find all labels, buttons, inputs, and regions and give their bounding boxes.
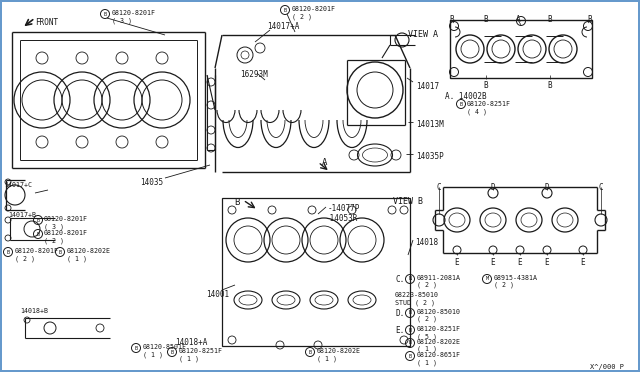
Text: 16293M: 16293M [240, 70, 268, 79]
Text: B: B [450, 15, 454, 24]
Text: M: M [485, 276, 488, 282]
Text: B: B [6, 250, 10, 254]
Text: VIEW A: VIEW A [408, 30, 438, 39]
Text: E: E [545, 258, 549, 267]
Text: 14017+C: 14017+C [4, 182, 32, 188]
Text: B: B [408, 327, 412, 333]
Bar [222, 198, 410, 346]
Text: B: B [484, 81, 488, 90]
Text: N: N [408, 276, 412, 282]
Text: 14018+B: 14018+B [20, 308, 48, 314]
Text: B: B [460, 102, 463, 106]
Text: D.: D. [395, 309, 404, 318]
Text: A. 14002B: A. 14002B [445, 92, 486, 101]
Text: 08120-8251F: 08120-8251F [179, 348, 223, 354]
Text: B: B [36, 218, 40, 222]
Text: 08120-8201F: 08120-8201F [44, 216, 88, 222]
Text: 14035P: 14035P [416, 152, 444, 161]
Text: ( 1 ): ( 1 ) [143, 351, 163, 357]
Text: FRONT: FRONT [35, 17, 58, 26]
Text: ( 1 ): ( 1 ) [67, 255, 87, 262]
Text: C.: C. [395, 275, 404, 284]
Text: 14018: 14018 [415, 238, 438, 247]
Text: 08120-8202E: 08120-8202E [317, 348, 361, 354]
Text: STUD ( 2 ): STUD ( 2 ) [395, 299, 435, 305]
Text: 08120-8201F: 08120-8201F [15, 248, 59, 254]
Text: ( 1 ): ( 1 ) [179, 355, 199, 362]
Text: E: E [454, 258, 460, 267]
Text: ( 2 ): ( 2 ) [417, 316, 437, 323]
Text: 08120-8651F: 08120-8651F [417, 352, 461, 358]
Text: -14077P: -14077P [328, 204, 360, 213]
Text: 08120-8251F: 08120-8251F [467, 101, 511, 107]
Text: B: B [36, 231, 40, 237]
Text: ( 4 ): ( 4 ) [467, 108, 487, 115]
Text: ( 2 ): ( 2 ) [494, 282, 514, 289]
Text: 08915-4381A: 08915-4381A [494, 275, 538, 281]
Text: ( 1 ): ( 1 ) [317, 355, 337, 362]
Text: X^/000 P: X^/000 P [590, 364, 624, 370]
Text: B: B [408, 353, 412, 359]
Text: 08120-85010: 08120-85010 [417, 309, 461, 315]
Text: B: B [170, 350, 173, 355]
Text: A: A [322, 157, 328, 167]
Text: 14035: 14035 [140, 178, 163, 187]
Text: 14018+A: 14018+A [175, 338, 207, 347]
Text: 08120-8251F: 08120-8251F [417, 326, 461, 332]
Text: ( 2 ): ( 2 ) [44, 237, 64, 244]
Text: B: B [588, 15, 592, 24]
Text: -14053R: -14053R [326, 214, 358, 223]
Text: 08120-8201F: 08120-8201F [292, 6, 336, 12]
Bar [450, 20, 592, 78]
Text: D: D [491, 183, 495, 192]
Text: E.: E. [395, 326, 404, 335]
Text: 14017+B: 14017+B [8, 212, 36, 218]
Text: B: B [548, 81, 552, 90]
Text: ( 2 ): ( 2 ) [292, 13, 312, 19]
Text: B: B [234, 198, 239, 206]
Text: B: B [284, 7, 287, 13]
Text: VIEW B: VIEW B [393, 197, 423, 206]
Text: B: B [308, 350, 312, 355]
Text: E: E [491, 258, 495, 267]
Text: ( 3 ): ( 3 ) [112, 17, 132, 23]
Text: B: B [484, 15, 488, 24]
Text: 14001: 14001 [206, 290, 229, 299]
Text: ( 2 ): ( 2 ) [417, 282, 437, 289]
Text: B: B [408, 340, 412, 346]
Text: D: D [545, 183, 549, 192]
Text: B: B [408, 311, 412, 315]
Text: ( 1 ): ( 1 ) [417, 346, 437, 353]
Text: 08911-2081A: 08911-2081A [417, 275, 461, 281]
Text: ( 2 ): ( 2 ) [15, 255, 35, 262]
Text: C: C [436, 183, 442, 192]
Text: 08120-8201F: 08120-8201F [44, 230, 88, 236]
Text: E: E [518, 258, 522, 267]
Text: C: C [598, 183, 604, 192]
Text: 14017+A: 14017+A [267, 22, 300, 31]
Text: B: B [58, 250, 61, 254]
Text: 14013M: 14013M [416, 120, 444, 129]
Text: B: B [548, 15, 552, 24]
Text: 14017: 14017 [416, 82, 439, 91]
Text: A: A [516, 15, 520, 24]
Text: B: B [104, 12, 107, 16]
Text: 08120-8501F: 08120-8501F [143, 344, 187, 350]
Text: B: B [134, 346, 138, 350]
Text: ( 5 ): ( 5 ) [417, 333, 437, 340]
Text: 08223-85010: 08223-85010 [395, 292, 439, 298]
Text: E: E [580, 258, 586, 267]
Text: 08120-8202E: 08120-8202E [417, 339, 461, 345]
Text: ( 1 ): ( 1 ) [417, 359, 437, 366]
Text: 08120-8201F: 08120-8201F [112, 10, 156, 16]
Text: ( 3 ): ( 3 ) [44, 223, 64, 230]
Text: 08120-8202E: 08120-8202E [67, 248, 111, 254]
